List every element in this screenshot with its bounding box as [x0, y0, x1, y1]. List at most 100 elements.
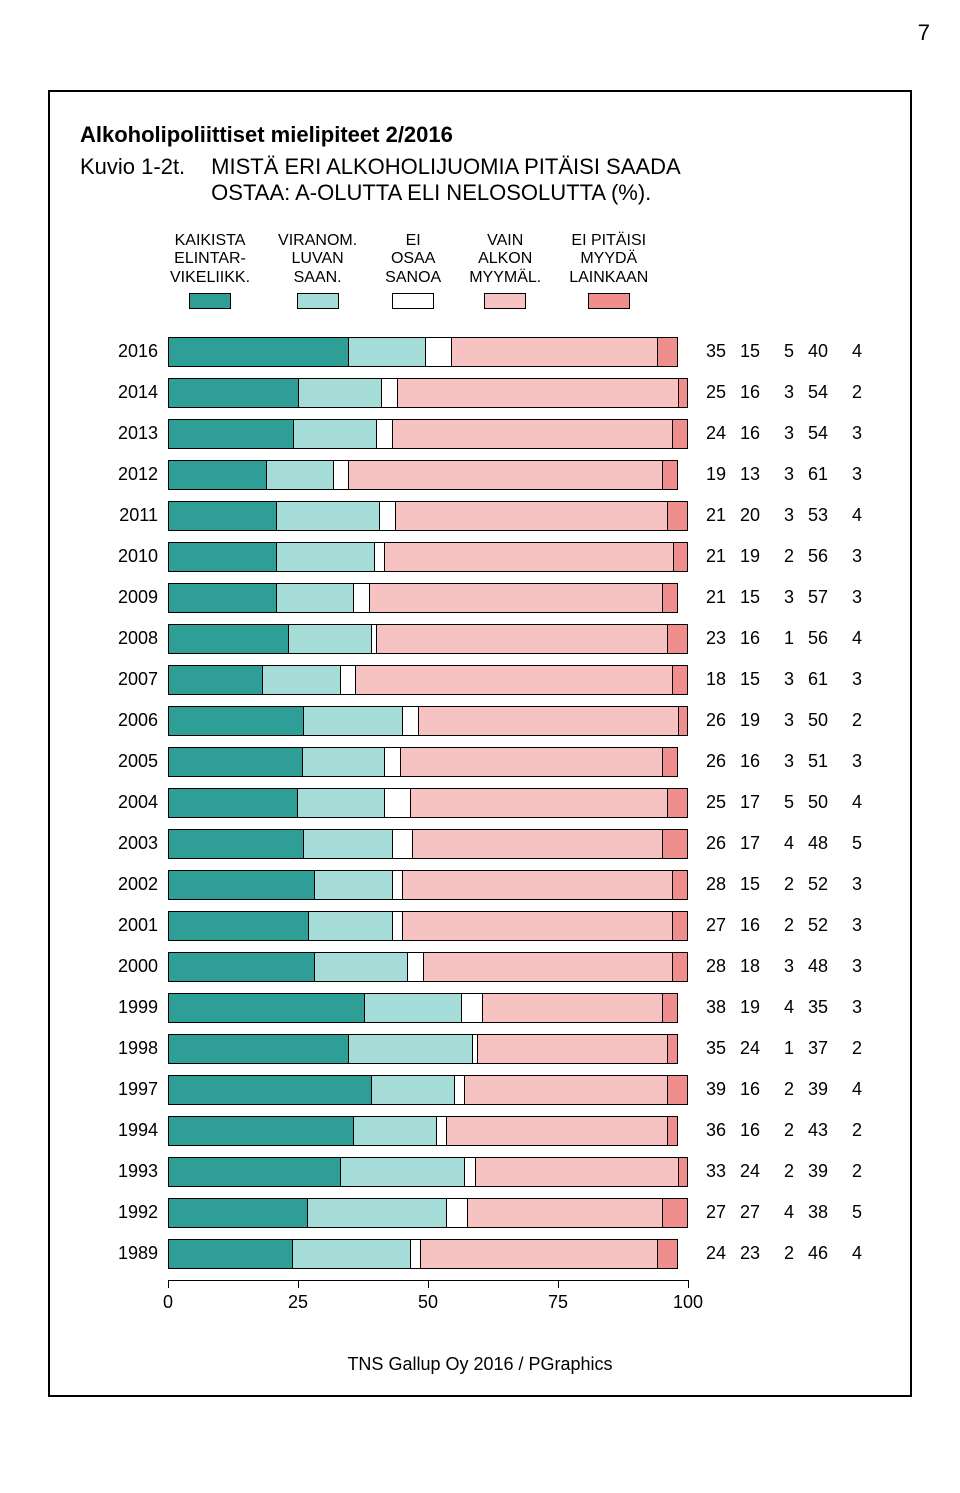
bar-segment: [436, 1116, 446, 1146]
value-labels: 21192563: [688, 546, 862, 567]
axis-tick: [428, 1280, 429, 1288]
year-label: 1992: [90, 1202, 168, 1223]
value-label: 2: [770, 1120, 794, 1141]
legend-label: EIOSAASANOA: [385, 232, 441, 287]
value-labels: 33242392: [688, 1161, 862, 1182]
year-label: 2006: [90, 710, 168, 731]
value-label: 38: [804, 1202, 828, 1223]
value-label: 3: [770, 505, 794, 526]
legend-swatch: [189, 293, 231, 309]
year-label: 2007: [90, 669, 168, 690]
bar-segment: [418, 706, 678, 736]
bar-segment: [168, 1116, 353, 1146]
axis-tick: [558, 1280, 559, 1288]
page-number: 7: [918, 20, 930, 46]
value-label: 46: [804, 1243, 828, 1264]
value-label: 2: [770, 546, 794, 567]
bar-segment: [402, 706, 418, 736]
legend-item: VAINALKONMYYMÄL.: [469, 232, 541, 309]
bar-segment: [364, 993, 462, 1023]
bar-segment: [425, 337, 451, 367]
bar-row: 200921153573: [90, 577, 880, 618]
value-label: 16: [736, 915, 760, 936]
bar-row: 199333242392: [90, 1151, 880, 1192]
value-label: 4: [838, 792, 862, 813]
bar-row: 200028183483: [90, 946, 880, 987]
bar-segment: [376, 419, 392, 449]
year-label: 2001: [90, 915, 168, 936]
bar-segment: [657, 337, 678, 367]
value-labels: 28152523: [688, 874, 862, 895]
bar-segment: [314, 870, 392, 900]
value-label: 2: [770, 915, 794, 936]
bar-segment: [376, 624, 667, 654]
value-label: 50: [804, 710, 828, 731]
value-label: 33: [702, 1161, 726, 1182]
value-label: 18: [736, 956, 760, 977]
value-label: 35: [702, 341, 726, 362]
bar-segment: [308, 911, 391, 941]
bar-rows: 2016351554042014251635422013241635432012…: [90, 331, 880, 1274]
value-label: 3: [770, 587, 794, 608]
value-label: 19: [736, 710, 760, 731]
bar-segment: [168, 378, 298, 408]
value-label: 17: [736, 833, 760, 854]
stacked-bar: [168, 1116, 683, 1146]
bar-segment: [420, 1239, 657, 1269]
bar-row: 199227274385: [90, 1192, 880, 1233]
bar-area: [168, 378, 688, 408]
stacked-bar: [168, 419, 688, 449]
value-labels: 35241372: [688, 1038, 862, 1059]
bar-area: [168, 583, 688, 613]
bar-segment: [410, 1239, 420, 1269]
bar-segment: [678, 1157, 688, 1187]
stacked-bar: [168, 624, 688, 654]
value-label: 54: [804, 423, 828, 444]
bar-area: [168, 501, 688, 531]
axis-tick-label: 0: [163, 1292, 173, 1313]
value-label: 23: [702, 628, 726, 649]
bar-segment: [168, 419, 293, 449]
bar-segment: [657, 1239, 678, 1269]
bar-segment: [348, 460, 662, 490]
chart-card: Alkoholipoliittiset mielipiteet 2/2016 K…: [48, 90, 912, 1397]
value-label: 53: [804, 505, 828, 526]
bar-segment: [672, 419, 688, 449]
year-label: 1994: [90, 1120, 168, 1141]
value-label: 27: [736, 1202, 760, 1223]
bar-segment: [402, 870, 672, 900]
value-label: 2: [838, 1161, 862, 1182]
legend-item: EIOSAASANOA: [385, 232, 441, 309]
bar-row: 201324163543: [90, 413, 880, 454]
value-label: 3: [770, 669, 794, 690]
bar-segment: [379, 501, 394, 531]
value-labels: 23161564: [688, 628, 862, 649]
value-label: 38: [702, 997, 726, 1018]
value-label: 35: [702, 1038, 726, 1059]
value-label: 20: [736, 505, 760, 526]
stacked-bar: [168, 501, 688, 531]
stacked-bar: [168, 788, 688, 818]
value-label: 37: [804, 1038, 828, 1059]
value-labels: 39162394: [688, 1079, 862, 1100]
bar-segment: [662, 460, 677, 490]
value-label: 3: [770, 751, 794, 772]
bar-row: 199938194353: [90, 987, 880, 1028]
value-label: 52: [804, 874, 828, 895]
stacked-bar: [168, 993, 683, 1023]
title-block: Alkoholipoliittiset mielipiteet 2/2016 K…: [80, 122, 880, 206]
bar-segment: [407, 952, 423, 982]
bar-segment: [410, 788, 667, 818]
year-label: 2016: [90, 341, 168, 362]
legend-item: EI PITÄISIMYYDÄLAINKAAN: [569, 232, 648, 309]
bar-segment: [384, 542, 672, 572]
value-label: 61: [804, 464, 828, 485]
year-label: 2013: [90, 423, 168, 444]
bar-segment: [266, 460, 333, 490]
value-label: 4: [838, 1243, 862, 1264]
year-label: 2012: [90, 464, 168, 485]
stacked-bar: [168, 1034, 683, 1064]
value-label: 16: [736, 1079, 760, 1100]
bar-area: [168, 1075, 688, 1105]
stacked-bar: [168, 1075, 688, 1105]
